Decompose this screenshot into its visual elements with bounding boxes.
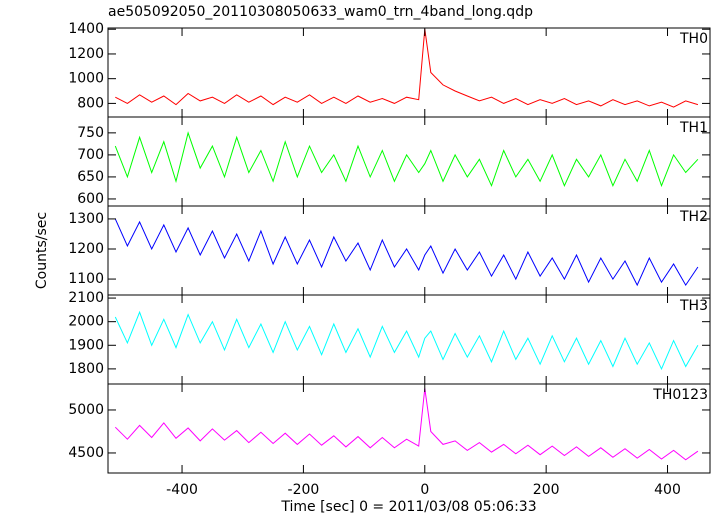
y-tick-label: 4500 [68, 445, 104, 461]
y-tick-label: 1300 [68, 211, 104, 227]
y-tick-label: 750 [77, 125, 104, 141]
y-tick-label: 2100 [68, 290, 104, 306]
y-tick-label: 1200 [68, 46, 104, 62]
y-tick-label: 800 [77, 95, 104, 111]
y-tick-label: 600 [77, 191, 104, 207]
x-tick-label: 0 [420, 482, 429, 498]
panel-frame [107, 383, 711, 474]
panel-label: TH1 [679, 120, 708, 136]
panel-label: TH0 [679, 31, 708, 47]
x-tick-label: -200 [288, 482, 320, 498]
y-tick-label: 1400 [68, 21, 104, 37]
data-line [114, 388, 699, 461]
chart-title: ae505092050_20110308050633_wam0_trn_4ban… [108, 4, 533, 20]
y-tick-label: 5000 [68, 402, 104, 418]
y-tick-label: 1800 [68, 361, 104, 377]
y-tick-label: 650 [77, 169, 104, 185]
y-tick-label: 2000 [68, 314, 104, 330]
panel-label: TH0123 [652, 387, 708, 403]
data-line [114, 218, 699, 287]
y-tick-label: 1000 [68, 71, 104, 87]
panel-label: TH3 [679, 298, 708, 314]
data-line [114, 310, 699, 371]
y-tick-label: 700 [77, 147, 104, 163]
y-axis-label: Counts/sec [34, 212, 50, 289]
x-tick-label: 200 [533, 482, 560, 498]
data-line [115, 29, 699, 108]
data-line [114, 131, 699, 188]
x-tick-label: 400 [654, 482, 681, 498]
y-tick-label: 1200 [68, 241, 104, 257]
y-tick-label: 1100 [68, 271, 104, 287]
x-tick-label: -400 [166, 482, 198, 498]
panel-label: TH2 [679, 209, 708, 225]
y-tick-label: 1900 [68, 337, 104, 353]
x-axis-label: Time [sec] 0 = 2011/03/08 05:06:33 [280, 499, 536, 515]
